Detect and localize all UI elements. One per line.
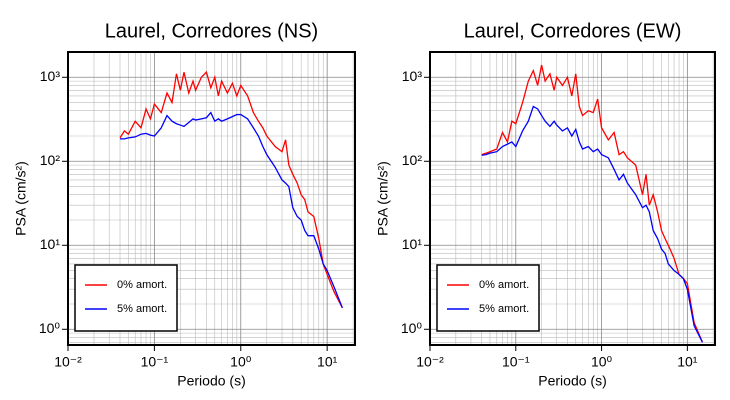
chart-title: Laurel, Corredores (NS)	[105, 20, 318, 42]
x-tick-label: 10⁰	[230, 354, 252, 370]
x-tick-label: 10¹	[677, 354, 698, 370]
legend-box	[74, 264, 178, 332]
chart-title: Laurel, Corredores (EW)	[464, 20, 682, 42]
legend-label: 5% amort.	[479, 303, 529, 315]
x-tick-label: 10⁰	[591, 354, 613, 370]
y-tick-label: 10³	[40, 68, 61, 84]
x-axis-label: Periodo (s)	[538, 373, 606, 389]
y-tick-label: 10⁰	[39, 320, 61, 336]
series-line	[481, 105, 704, 343]
plot-frame	[67, 51, 356, 346]
x-tick-label: 10⁻¹	[502, 354, 530, 370]
y-axis-label: PSA (cm/s²)	[13, 161, 29, 236]
x-tick-label: 10⁻²	[54, 354, 82, 370]
x-tick-label: 10⁻²	[416, 354, 444, 370]
legend-label: 0% amort.	[117, 279, 167, 291]
y-axis-label: PSA (cm/s²)	[375, 161, 391, 236]
panel: 10⁻² 10⁻¹ 10⁰ 10¹ 10⁰ 10¹ 10² 10³ Laurel, Corred…	[375, 20, 716, 389]
series-line	[481, 64, 704, 343]
y-tick-label: 10²	[402, 152, 423, 168]
y-tick-label: 10⁰	[401, 320, 423, 336]
series-line	[120, 111, 343, 309]
x-tick-label: 10⁻¹	[141, 354, 169, 370]
panel: 10⁻² 10⁻¹ 10⁰ 10¹ 10⁰ 10¹ 10² 10³ Laurel, Corred…	[13, 20, 356, 389]
plot-frame	[429, 51, 716, 346]
y-tick-label: 10³	[402, 68, 423, 84]
y-tick-label: 10¹	[40, 236, 61, 252]
y-tick-label: 10¹	[402, 236, 423, 252]
x-tick-label: 10¹	[317, 354, 338, 370]
legend-label: 0% amort.	[479, 279, 529, 291]
x-axis-label: Periodo (s)	[177, 373, 245, 389]
y-tick-label: 10²	[40, 152, 61, 168]
series-line	[119, 70, 343, 309]
legend-box	[436, 264, 540, 332]
legend-label: 5% amort.	[117, 303, 167, 315]
